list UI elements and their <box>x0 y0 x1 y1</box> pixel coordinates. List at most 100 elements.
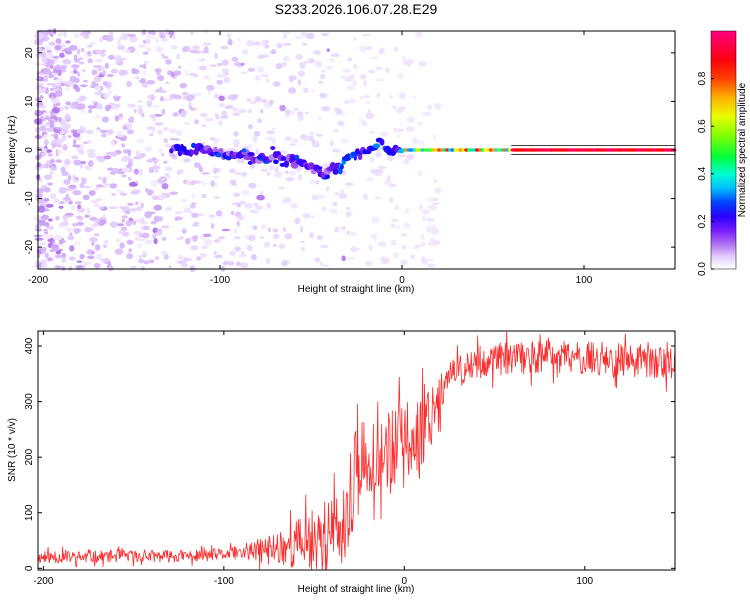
spectrogram-cell <box>233 139 240 146</box>
spectrogram-cell <box>138 169 143 176</box>
spectrogram-cell <box>333 128 339 133</box>
spectrogram-cell <box>118 113 123 117</box>
spectrogram-cell <box>133 69 140 74</box>
spectrogram-cell <box>241 49 249 55</box>
spectrogram-cell <box>192 180 202 184</box>
spectrogram-cell <box>421 256 426 262</box>
spectrogram-cell <box>104 62 109 69</box>
spectrogram-cell <box>107 54 115 60</box>
spectrogram-cell <box>43 75 49 83</box>
spectrogram-cell <box>64 87 71 91</box>
spectrogram-cell <box>136 238 146 241</box>
spectrogram-cell <box>163 126 168 132</box>
spectrogram-cell <box>102 81 108 87</box>
spectrogram-cell <box>422 111 432 116</box>
spectrogram-cell <box>252 225 258 230</box>
spectrogram-cell <box>427 241 432 246</box>
spectrogram-cell <box>311 139 316 145</box>
spectrogram-cell <box>65 50 73 55</box>
spectrogram-cell <box>317 116 322 121</box>
spectrogram-cell <box>182 91 189 96</box>
spectrogram-cell <box>153 204 163 211</box>
spectrogram-cell <box>284 233 293 240</box>
spectrogram-cell <box>394 206 399 211</box>
spectrogram-cell <box>49 159 55 163</box>
spectrogram-cell <box>67 174 72 181</box>
spectrogram-cell <box>89 216 98 221</box>
colorbar-tick-label: 0.0 <box>697 262 708 276</box>
spectrogram-cell <box>290 203 298 209</box>
spectrogram-cell <box>214 52 218 60</box>
spectrogram-cell <box>200 112 207 117</box>
spectrogram-cell <box>98 219 105 227</box>
spectrogram-cell <box>135 218 141 223</box>
spectrogram-cell <box>157 75 165 81</box>
spectrogram-cell <box>212 167 218 174</box>
spectrogram-cell <box>121 218 125 223</box>
spectrogram-cell <box>110 68 118 74</box>
spectrogram-cell <box>231 56 239 62</box>
spectrogram-cell <box>284 109 291 115</box>
spectrogram-cell <box>299 62 306 69</box>
spectrogram-cell <box>109 221 119 228</box>
spectrogram-cell <box>198 213 205 217</box>
spectrogram-cell <box>114 115 120 122</box>
spectrogram-cell <box>314 257 320 263</box>
spectrogram-cell <box>154 122 164 126</box>
spectrogram-cell <box>215 210 223 217</box>
spectrogram-cell <box>140 202 144 208</box>
spectrogram-cell <box>361 120 367 126</box>
spectrogram-cell <box>65 40 71 44</box>
spectrogram-cell <box>151 195 160 200</box>
figure-title: S233.2026.106.07.28.E29 <box>275 1 438 17</box>
spectrogram-cell <box>50 244 60 250</box>
spectrogram-cell <box>49 193 57 200</box>
spectrogram-cell <box>417 139 425 146</box>
spectrogram-cell <box>97 176 103 181</box>
spectrogram-cell <box>106 167 114 171</box>
spectrogram-cell <box>261 224 266 230</box>
spectrogram-cell <box>218 95 225 102</box>
spectrogram-cell <box>68 184 77 189</box>
spectrogram-cell <box>310 215 315 219</box>
spectrogram-cell <box>210 222 215 230</box>
spectrogram-cell <box>341 138 349 144</box>
spectrogram-cell <box>50 171 54 175</box>
spectrogram-cell <box>106 105 113 109</box>
spectrogram-cell <box>138 254 143 260</box>
spectrogram-cell <box>302 43 308 46</box>
spectrogram-cell <box>216 79 223 85</box>
spectrogram-cell <box>273 233 280 240</box>
spectrogram-cell <box>158 178 163 185</box>
spectrogram-cell <box>68 265 72 272</box>
spectrogram-cell <box>115 189 122 193</box>
spectrogram-cell <box>426 196 436 203</box>
spectrogram-cell <box>145 37 151 45</box>
spectrogram-cell <box>401 245 406 249</box>
spectrogram-cell <box>230 210 235 216</box>
colorbar-tick-label: 0.2 <box>697 214 708 228</box>
spectrogram-cell <box>63 179 71 185</box>
spectrogram-cell <box>172 112 179 117</box>
spectrogram-cell <box>146 100 153 108</box>
spectrogram-cell <box>400 259 408 266</box>
spectrogram-cell <box>193 221 200 225</box>
spectrogram-cell <box>78 61 85 65</box>
spectrogram-cell <box>178 254 183 258</box>
snr-y-tick-label: 0 <box>24 565 35 571</box>
spectrogram-cell <box>70 129 78 134</box>
spectrogram-cell <box>36 162 42 168</box>
spectrogram-cell <box>72 190 82 196</box>
spectrogram-cell <box>193 162 201 168</box>
spectrogram-cell <box>55 38 62 44</box>
spectrogram-cell <box>254 96 262 103</box>
spectrogram-cell <box>54 81 61 87</box>
spectrogram-cell <box>54 64 62 70</box>
spectrogram-cell <box>132 220 137 226</box>
spectrogram-cell <box>288 87 297 94</box>
spectrogram-cell <box>236 220 240 226</box>
spectrogram-cell <box>34 42 43 46</box>
spectrogram-cell <box>394 46 399 53</box>
spectrogram-cell <box>161 194 167 199</box>
spectrogram-cell <box>155 169 159 173</box>
